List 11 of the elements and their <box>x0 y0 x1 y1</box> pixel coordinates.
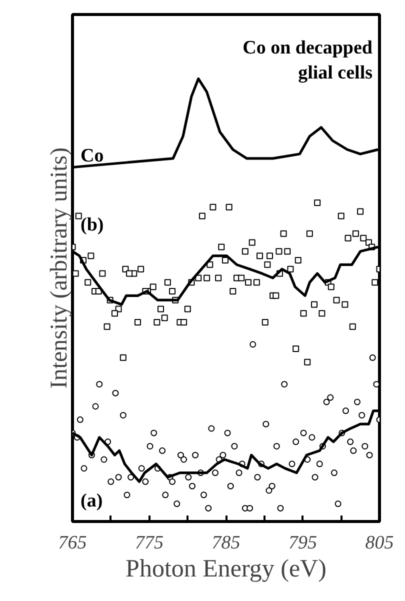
x-tick-label: 805 <box>365 532 394 554</box>
y-axis-title: Intensity (arbitrary units) <box>46 147 72 389</box>
x-axis-title: Photon Energy (eV) <box>126 556 326 582</box>
x-tick-label: 775 <box>135 532 164 554</box>
x-tick-label: 795 <box>288 532 317 554</box>
series-label: Co <box>80 146 104 166</box>
series-label: (a) <box>80 490 103 512</box>
x-tick-label: 765 <box>58 532 87 554</box>
chart-title: Co on decapped glial cells <box>242 38 373 84</box>
x-tick-label: 785 <box>212 532 240 554</box>
series-label: (b) <box>80 214 104 236</box>
